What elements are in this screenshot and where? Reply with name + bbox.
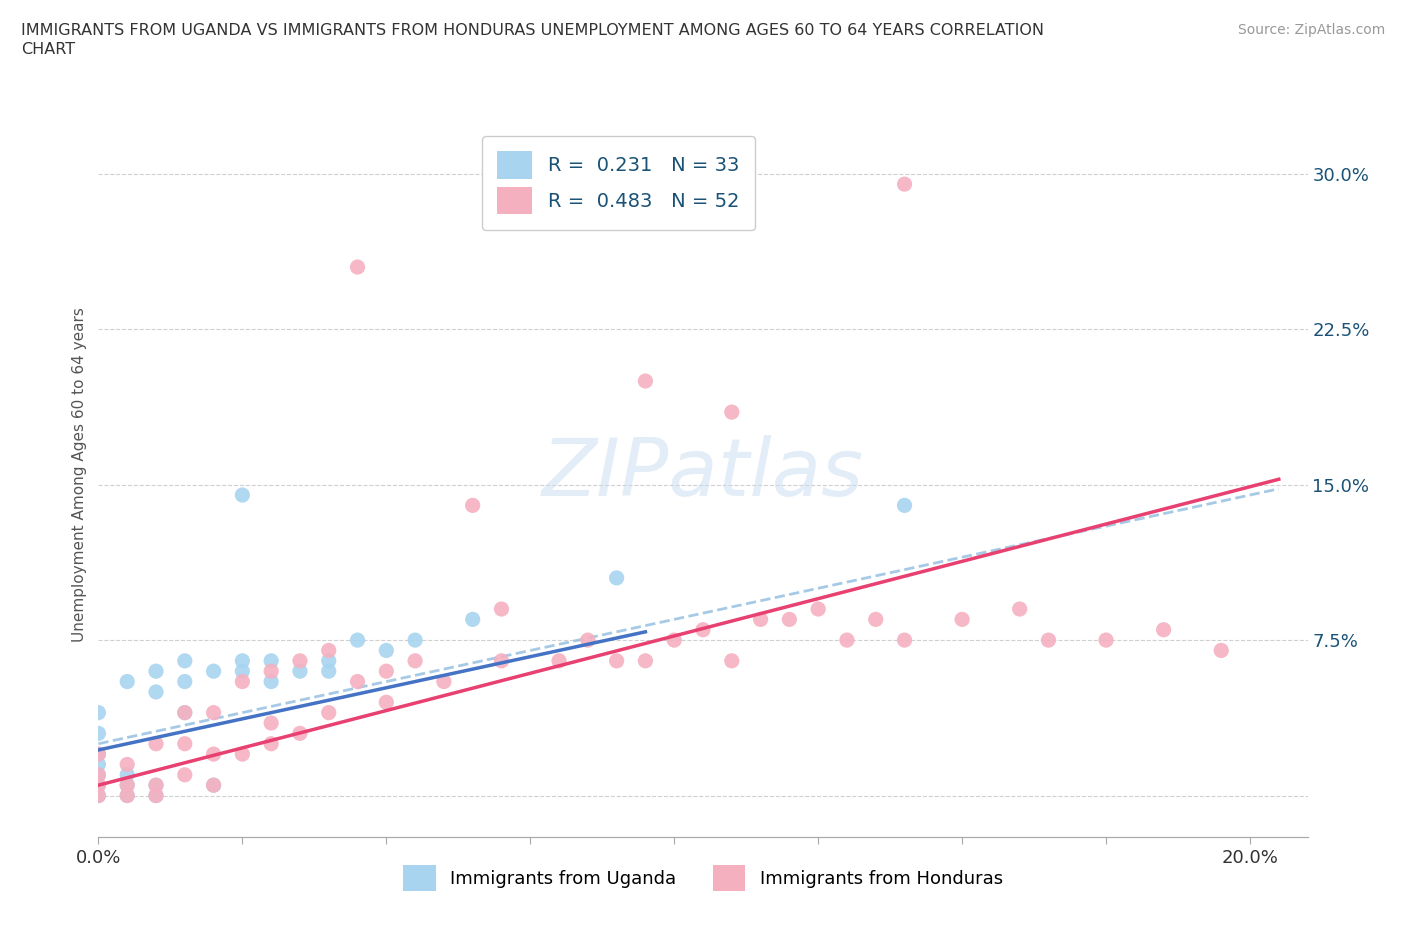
Point — [318, 654, 340, 669]
Point — [87, 767, 110, 782]
Point — [576, 632, 599, 647]
Point — [231, 664, 253, 679]
Point — [950, 612, 973, 627]
Point — [634, 374, 657, 389]
Point — [260, 674, 283, 689]
Point — [433, 674, 456, 689]
Point — [865, 612, 887, 627]
Point — [145, 777, 167, 792]
Point — [87, 757, 110, 772]
Point — [491, 654, 513, 669]
Point — [231, 747, 253, 762]
Point — [1211, 643, 1233, 658]
Point — [231, 487, 253, 502]
Point — [202, 777, 225, 792]
Point — [461, 612, 484, 627]
Point — [145, 737, 167, 751]
Point — [664, 632, 686, 647]
Point — [145, 664, 167, 679]
Point — [375, 664, 398, 679]
Point — [634, 654, 657, 669]
Point — [318, 643, 340, 658]
Point — [87, 767, 110, 782]
Point — [375, 695, 398, 710]
Point — [375, 643, 398, 658]
Text: Source: ZipAtlas.com: Source: ZipAtlas.com — [1237, 23, 1385, 37]
Legend: R =  0.231   N = 33, R =  0.483   N = 52: R = 0.231 N = 33, R = 0.483 N = 52 — [482, 136, 755, 230]
Point — [115, 777, 138, 792]
Point — [260, 654, 283, 669]
Point — [173, 737, 195, 751]
Point — [115, 767, 138, 782]
Point — [893, 177, 915, 192]
Point — [835, 632, 858, 647]
Point — [87, 747, 110, 762]
Legend: Immigrants from Uganda, Immigrants from Honduras: Immigrants from Uganda, Immigrants from … — [396, 857, 1010, 897]
Point — [1008, 602, 1031, 617]
Point — [115, 674, 138, 689]
Point — [288, 654, 311, 669]
Point — [173, 654, 195, 669]
Point — [202, 777, 225, 792]
Point — [145, 777, 167, 792]
Point — [231, 654, 253, 669]
Point — [720, 405, 742, 419]
Point — [807, 602, 830, 617]
Point — [318, 664, 340, 679]
Point — [288, 664, 311, 679]
Point — [606, 570, 628, 585]
Point — [606, 654, 628, 669]
Point — [87, 777, 110, 792]
Point — [318, 705, 340, 720]
Point — [173, 705, 195, 720]
Point — [202, 747, 225, 762]
Text: ZIPatlas: ZIPatlas — [541, 435, 865, 513]
Point — [87, 705, 110, 720]
Point — [461, 498, 484, 512]
Text: IMMIGRANTS FROM UGANDA VS IMMIGRANTS FROM HONDURAS UNEMPLOYMENT AMONG AGES 60 TO: IMMIGRANTS FROM UGANDA VS IMMIGRANTS FRO… — [21, 23, 1045, 38]
Point — [173, 767, 195, 782]
Point — [692, 622, 714, 637]
Point — [202, 664, 225, 679]
Point — [145, 788, 167, 803]
Point — [87, 788, 110, 803]
Point — [1038, 632, 1060, 647]
Point — [87, 777, 110, 792]
Point — [749, 612, 772, 627]
Point — [87, 788, 110, 803]
Text: CHART: CHART — [21, 42, 75, 57]
Point — [260, 737, 283, 751]
Point — [173, 705, 195, 720]
Point — [260, 664, 283, 679]
Point — [202, 705, 225, 720]
Point — [720, 654, 742, 669]
Point — [346, 259, 368, 274]
Point — [893, 498, 915, 512]
Point — [145, 684, 167, 699]
Point — [115, 788, 138, 803]
Y-axis label: Unemployment Among Ages 60 to 64 years: Unemployment Among Ages 60 to 64 years — [72, 307, 87, 642]
Point — [404, 632, 426, 647]
Point — [173, 674, 195, 689]
Point — [1153, 622, 1175, 637]
Point — [145, 788, 167, 803]
Point — [115, 788, 138, 803]
Point — [893, 632, 915, 647]
Point — [346, 674, 368, 689]
Point — [778, 612, 800, 627]
Point — [115, 777, 138, 792]
Point — [491, 602, 513, 617]
Point — [1095, 632, 1118, 647]
Point — [87, 747, 110, 762]
Point — [404, 654, 426, 669]
Point — [231, 674, 253, 689]
Point — [288, 726, 311, 741]
Point — [548, 654, 571, 669]
Point — [346, 632, 368, 647]
Point — [115, 757, 138, 772]
Point — [260, 715, 283, 730]
Point — [87, 726, 110, 741]
